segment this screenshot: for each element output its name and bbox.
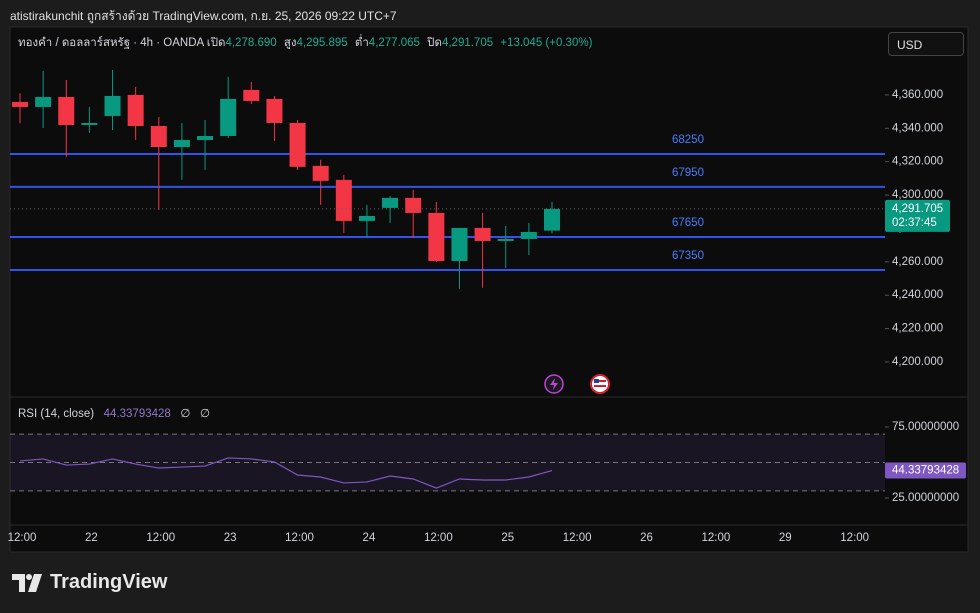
y-tick-label: 4,220.000 bbox=[892, 323, 943, 335]
candle-body bbox=[150, 125, 167, 147]
y-tick-label: 75.00000000 bbox=[892, 421, 959, 433]
candle-body bbox=[243, 89, 260, 101]
close-value: 4,291.705 bbox=[441, 37, 494, 49]
candle-body bbox=[474, 227, 491, 241]
rsi-value-label: 44.33793428 bbox=[892, 465, 959, 477]
candle-body bbox=[543, 208, 560, 231]
candle-body bbox=[220, 98, 237, 136]
rsi-extra: ∅ bbox=[200, 408, 211, 420]
candle-body bbox=[266, 98, 283, 123]
x-tick-label: 12:00 bbox=[702, 532, 731, 544]
y-tick-label: 4,260.000 bbox=[892, 256, 943, 268]
x-tick-label: 22 bbox=[85, 532, 98, 544]
change: +13.045 (+0.30%) bbox=[500, 37, 593, 49]
candle-body bbox=[81, 122, 98, 125]
level-label: 68250 bbox=[672, 134, 704, 146]
candle-body bbox=[451, 227, 468, 261]
rsi-value-box bbox=[885, 462, 966, 479]
x-tick-label: 12:00 bbox=[146, 532, 175, 544]
candle-body bbox=[12, 101, 28, 107]
x-tick-label: 24 bbox=[363, 532, 376, 544]
x-tick-label: 12:00 bbox=[285, 532, 314, 544]
flag-canton bbox=[594, 379, 599, 383]
symbol: ทองคำ / ดอลลาร์สหรัฐ · 4h · OANDA bbox=[18, 37, 204, 49]
candle-body bbox=[104, 95, 121, 116]
candle-body bbox=[289, 122, 306, 167]
close-label: ปิด bbox=[427, 37, 442, 49]
rsi-value: 44.33793428 bbox=[103, 408, 171, 420]
y-tick-label: 4,300.000 bbox=[892, 189, 943, 201]
rsi-line bbox=[19, 457, 553, 489]
candle-body bbox=[382, 197, 399, 208]
last-price-label: 4,291.705 bbox=[892, 203, 943, 215]
candle-body bbox=[358, 215, 375, 221]
candle-body bbox=[58, 96, 75, 125]
y-tick-label: 25.00000000 bbox=[892, 492, 959, 504]
y-tick-label: 4,240.000 bbox=[892, 289, 943, 301]
logo-icon bbox=[12, 573, 42, 592]
y-tick-label: 4,340.000 bbox=[892, 122, 943, 134]
x-tick-label: 12:00 bbox=[424, 532, 453, 544]
rsi-band-fill bbox=[10, 434, 885, 491]
symbol-header: ทองคำ / ดอลลาร์สหรัฐ · 4h · OANDA เปิด4,… bbox=[18, 34, 596, 52]
candle-body bbox=[127, 94, 144, 126]
low-value: 4,277.065 bbox=[368, 37, 420, 49]
candle-body bbox=[405, 197, 422, 213]
candle-body bbox=[335, 179, 352, 221]
x-tick-label: 26 bbox=[640, 532, 653, 544]
candle-body bbox=[520, 231, 537, 239]
x-tick-label: 12:00 bbox=[8, 532, 37, 544]
candle-body bbox=[173, 139, 190, 147]
open-value: 4,278.690 bbox=[225, 37, 277, 49]
flag-stripe bbox=[594, 385, 606, 387]
x-tick-label: 12:00 bbox=[563, 532, 592, 544]
high-label: สูง bbox=[283, 37, 297, 49]
rsi-extra: ∅ bbox=[180, 408, 191, 420]
candle-body bbox=[428, 212, 445, 261]
y-tick-label: 4,320.000 bbox=[892, 156, 943, 168]
rsi-title: RSI (14, close) bbox=[18, 408, 95, 420]
level-label: 67650 bbox=[672, 217, 704, 229]
event-icon-bolt bbox=[550, 378, 558, 390]
candle-body bbox=[197, 135, 214, 140]
candle-body bbox=[497, 238, 514, 241]
chart-panel bbox=[9, 26, 969, 553]
logo-text: TradingView bbox=[50, 571, 168, 593]
watermark: atistirakunchit ถูกสร้างด้วย TradingView… bbox=[10, 9, 397, 23]
x-tick-label: 12:00 bbox=[840, 532, 869, 544]
x-tick-label: 25 bbox=[501, 532, 514, 544]
low-label: ต่ำ bbox=[354, 37, 369, 49]
x-tick-label: 23 bbox=[224, 532, 237, 544]
y-tick-label: 4,360.000 bbox=[892, 89, 943, 101]
y-tick-label: 4,200.000 bbox=[892, 356, 943, 368]
last-price-box bbox=[885, 199, 950, 232]
flag-stripe bbox=[594, 380, 606, 382]
x-tick-label: 29 bbox=[779, 532, 792, 544]
level-label: 67950 bbox=[672, 167, 704, 179]
us-flag-icon bbox=[590, 374, 610, 394]
open-label: เปิด bbox=[206, 37, 226, 49]
event-icons bbox=[544, 374, 610, 394]
countdown: 02:37:45 bbox=[892, 217, 937, 229]
candle-body bbox=[35, 96, 52, 107]
candle-body bbox=[312, 165, 329, 181]
level-label: 67350 bbox=[672, 250, 704, 262]
rsi-legend: RSI (14, close) 44.33793428 ∅ ∅ bbox=[18, 406, 210, 420]
high-value: 4,295.895 bbox=[296, 37, 348, 49]
footer-logo: TradingView bbox=[12, 571, 167, 594]
currency-button[interactable]: USD bbox=[888, 32, 964, 56]
